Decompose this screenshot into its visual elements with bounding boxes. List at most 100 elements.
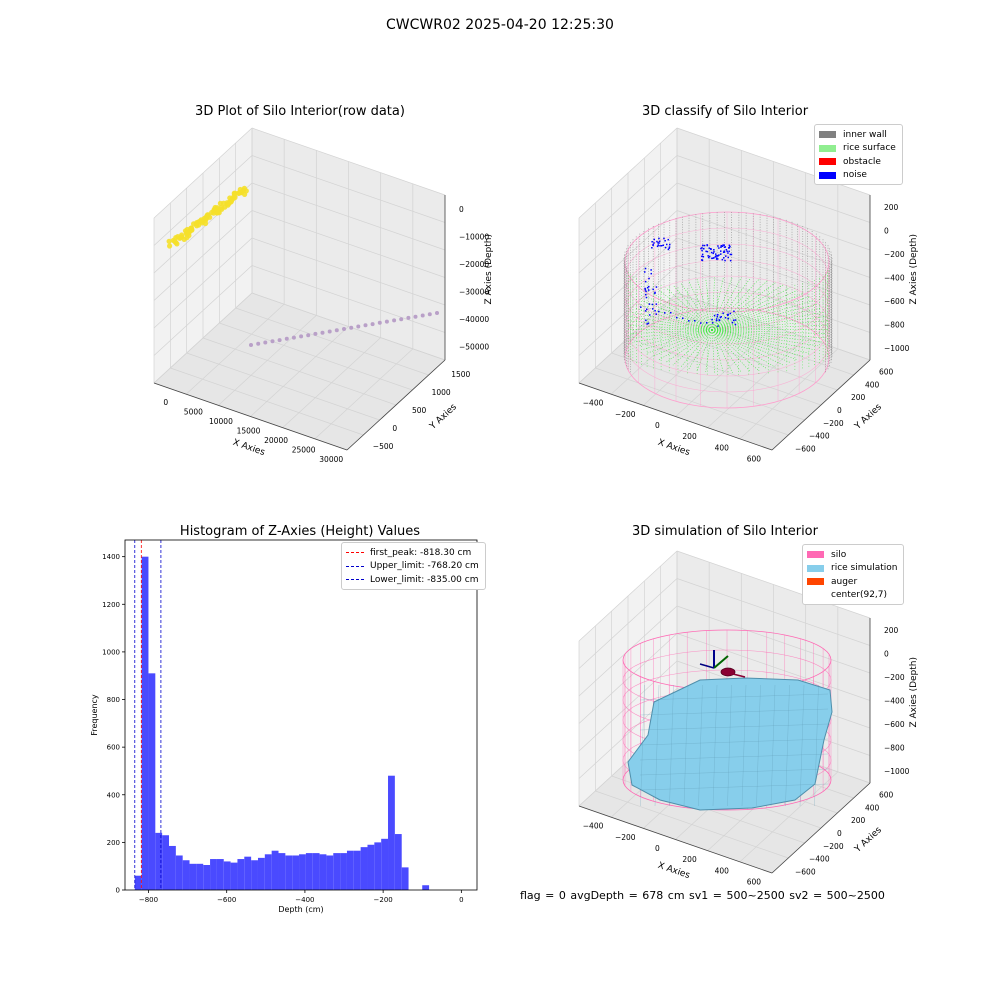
z-tick-label: 200 bbox=[884, 203, 899, 212]
raw-point bbox=[306, 333, 311, 338]
mesh-line bbox=[799, 684, 805, 807]
x-tick-label: 200 bbox=[682, 432, 697, 441]
y-tick-label: 0 bbox=[837, 829, 842, 838]
histogram-bar bbox=[367, 844, 375, 890]
raw-point bbox=[221, 200, 227, 206]
raw-point bbox=[435, 311, 439, 315]
grid-line bbox=[676, 292, 871, 361]
raw-point bbox=[263, 340, 268, 345]
y-axis-label: Y Axies bbox=[852, 825, 884, 855]
raw-point bbox=[284, 336, 289, 341]
noise-point bbox=[714, 256, 717, 258]
noise-point bbox=[645, 290, 647, 293]
histogram-bar bbox=[374, 842, 382, 890]
z-tick-label: −30000 bbox=[459, 287, 489, 296]
rice-surface-points bbox=[711, 287, 791, 331]
y-tick-label: 500 bbox=[412, 406, 427, 415]
noise-point bbox=[670, 312, 672, 314]
y-axis-label: Y Axies bbox=[427, 402, 459, 432]
y-tick-label: −200 bbox=[823, 419, 844, 428]
x-tick-label: 10000 bbox=[209, 417, 233, 426]
histogram-bar bbox=[155, 832, 163, 890]
noise-point bbox=[651, 247, 653, 249]
noise-point bbox=[645, 293, 647, 296]
grid-line bbox=[235, 307, 429, 376]
noise-point bbox=[723, 251, 726, 253]
noise-point bbox=[729, 259, 732, 262]
z-tick-label: −50000 bbox=[459, 342, 489, 351]
legend-entry: rice surface bbox=[819, 142, 896, 156]
noise-point bbox=[706, 322, 708, 324]
grid-line bbox=[676, 155, 871, 223]
legend-swatch bbox=[807, 564, 824, 572]
legend-swatch bbox=[819, 158, 836, 166]
rice-surface-points bbox=[711, 329, 809, 354]
noise-point bbox=[644, 289, 647, 291]
noise-point bbox=[718, 319, 721, 322]
mesh-line bbox=[683, 684, 689, 807]
x-tick-label: −200 bbox=[374, 896, 393, 904]
rice-surface-points bbox=[711, 278, 751, 331]
histogram-bar bbox=[216, 859, 224, 890]
noise-point bbox=[716, 315, 719, 318]
legend-entry: silo bbox=[807, 548, 897, 562]
histogram-bar bbox=[175, 855, 183, 890]
noise-point bbox=[725, 255, 727, 257]
legend-line-sample bbox=[346, 579, 364, 581]
noise-point bbox=[723, 257, 725, 259]
y-tick-label: 1000 bbox=[432, 388, 451, 397]
z-axis-label: Z Axies (Depth) bbox=[484, 234, 494, 305]
mesh-line bbox=[639, 753, 829, 761]
noise-point bbox=[706, 244, 709, 247]
x-tick-label: 5000 bbox=[184, 407, 203, 416]
rice-surface-points bbox=[658, 290, 713, 331]
noise-point bbox=[654, 291, 656, 294]
histogram-title: Histogram of Z-Axies (Height) Values bbox=[179, 524, 421, 539]
grid-line bbox=[578, 155, 678, 246]
histogram-bar bbox=[271, 850, 279, 890]
center-axis-x bbox=[699, 663, 715, 669]
noise-point bbox=[651, 303, 654, 306]
histogram-bar bbox=[244, 856, 252, 890]
noise-point bbox=[701, 249, 703, 252]
noise-point bbox=[653, 242, 655, 244]
simulation-3d-panel: −400 −200 0 200 400 600 600 400 200 0 −200 −400 −600… bbox=[578, 550, 919, 886]
noise-point bbox=[722, 244, 724, 246]
histogram-bar bbox=[257, 857, 265, 890]
noise-point bbox=[645, 319, 647, 321]
x-tick-label: 0 bbox=[163, 398, 168, 407]
x-tick-label: −800 bbox=[139, 896, 158, 904]
rice-surface-points bbox=[629, 329, 713, 334]
grid-line bbox=[153, 127, 253, 219]
noise-point bbox=[651, 241, 653, 243]
rice-surface-points bbox=[672, 284, 713, 331]
noise-point bbox=[726, 250, 728, 253]
histogram-bar bbox=[285, 855, 293, 890]
legend-entry: inner wall bbox=[819, 128, 896, 142]
y-tick-label: 1500 bbox=[451, 370, 470, 379]
raw-panel-title: 3D Plot of Silo Interior(row data) bbox=[195, 104, 405, 119]
raw-point bbox=[277, 338, 282, 343]
mesh-line bbox=[785, 684, 790, 807]
noise-point bbox=[713, 257, 715, 259]
x-axis-label: X Axies bbox=[231, 438, 266, 458]
noise-point bbox=[729, 312, 732, 315]
raw-point bbox=[256, 341, 261, 346]
noise-point bbox=[712, 257, 714, 259]
rice-surface-points bbox=[631, 329, 713, 339]
y-tick-label: 200 bbox=[107, 839, 120, 847]
raw-point bbox=[384, 319, 389, 324]
axis-line bbox=[578, 382, 773, 451]
raw-point bbox=[167, 243, 173, 249]
rice-surface-points bbox=[711, 329, 776, 368]
rice-surface-points bbox=[711, 329, 827, 334]
legend-entry: Upper_limit: -768.20 cm bbox=[346, 560, 479, 574]
histogram-bar bbox=[182, 860, 190, 890]
rice-surface-points bbox=[665, 287, 713, 331]
noise-point bbox=[667, 238, 669, 241]
noise-point bbox=[715, 253, 717, 255]
z-axis-label: Z Axies (Depth) bbox=[909, 657, 919, 728]
noise-point bbox=[706, 250, 709, 253]
raw-point bbox=[406, 315, 411, 320]
histogram-bar bbox=[292, 855, 300, 890]
